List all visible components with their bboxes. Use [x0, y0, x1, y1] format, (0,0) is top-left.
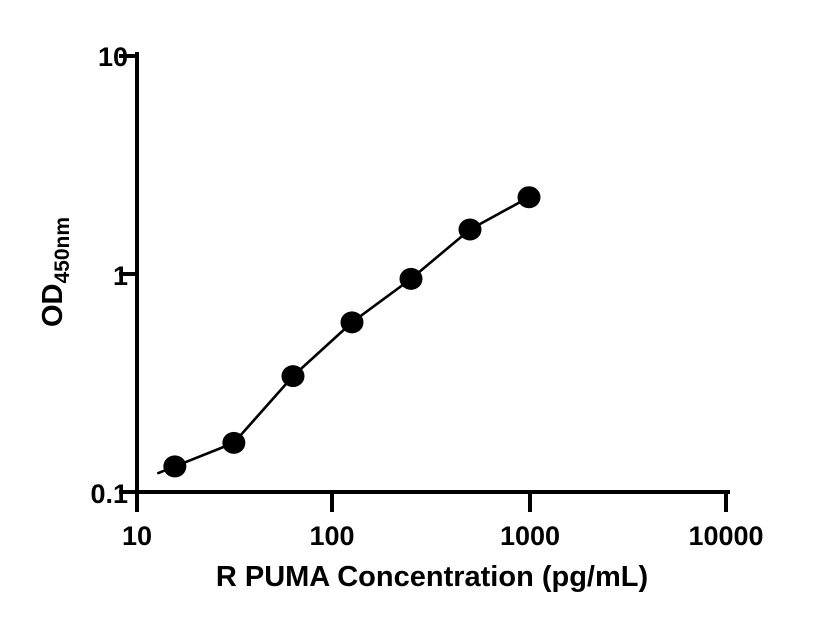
data-point: [458, 218, 482, 241]
data-point: [340, 311, 364, 334]
data-series-group: [157, 186, 541, 478]
data-point: [399, 267, 423, 290]
y-axis-title-text: OD450nm: [37, 217, 74, 327]
data-point: [222, 431, 246, 454]
data-point-markers: [163, 186, 541, 478]
x-tick-label-10000: 10000: [688, 521, 763, 551]
data-point: [517, 186, 541, 209]
data-point: [163, 455, 187, 478]
y-axis-title-subscript: 450nm: [51, 217, 74, 284]
y-axis-title: OD450nm: [37, 217, 74, 327]
x-axis-title: R PUMA Concentration (pg/mL): [216, 561, 648, 593]
data-point: [281, 365, 305, 388]
x-tick-label-10: 10: [122, 521, 152, 551]
y-axis-title-main: OD: [37, 284, 69, 328]
x-tick-label-100: 100: [309, 521, 354, 551]
x-tick-label-1000: 1000: [500, 521, 560, 551]
